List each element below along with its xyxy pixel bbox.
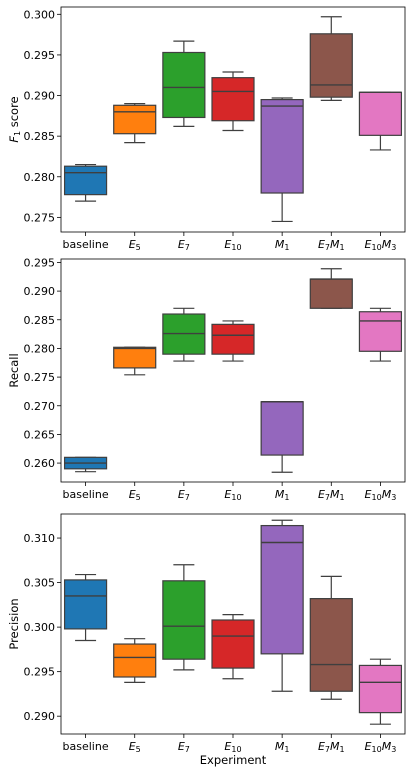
y-tick-label: 0.310 bbox=[24, 532, 56, 545]
x-tick-label-E10M3: E10M3 bbox=[365, 488, 397, 502]
y-tick-label: 0.275 bbox=[24, 211, 56, 224]
y-axis-label: Precision bbox=[7, 598, 21, 649]
box-E7M1 bbox=[309, 268, 353, 309]
panel-1: 0.275 0.280 0.285 0.290 0.295 0.300 baseline E5… bbox=[7, 6, 406, 252]
panel-2: 0.260 0.265 0.270 0.275 0.280 0.285 0.290 0.295… bbox=[7, 256, 406, 502]
y-tick-label: 0.280 bbox=[24, 342, 56, 355]
box-body bbox=[309, 598, 353, 692]
y-tick-label: 0.265 bbox=[24, 428, 56, 441]
y-tick-label: 0.295 bbox=[24, 666, 56, 679]
box-body bbox=[113, 104, 157, 135]
x-tick-label-E10: E10 bbox=[224, 488, 241, 502]
x-tick-label-baseline: baseline bbox=[63, 740, 109, 753]
box-body bbox=[211, 619, 255, 669]
box-body bbox=[113, 346, 157, 369]
x-tick-label-E10: E10 bbox=[224, 238, 241, 252]
box-body bbox=[63, 165, 108, 196]
x-tick-label-E5: E5 bbox=[129, 740, 141, 754]
y-tick-label: 0.300 bbox=[24, 8, 56, 21]
box-body bbox=[358, 91, 403, 136]
y-tick-label: 0.285 bbox=[24, 314, 56, 327]
y-tick-label: 0.300 bbox=[24, 621, 56, 634]
x-tick-label-E7: E7 bbox=[178, 238, 190, 252]
box-body bbox=[113, 643, 157, 678]
box-body bbox=[162, 580, 206, 660]
box-body bbox=[260, 401, 304, 456]
y-tick-label: 0.280 bbox=[24, 171, 56, 184]
box-E10 bbox=[211, 320, 255, 362]
x-tick-label-baseline: baseline bbox=[63, 238, 109, 251]
x-tick-label-E7: E7 bbox=[178, 740, 190, 754]
box-body bbox=[211, 77, 255, 122]
box-E10M3 bbox=[358, 658, 403, 725]
box-body bbox=[260, 98, 304, 194]
x-tick-label-E7M1: E7M1 bbox=[318, 488, 345, 502]
box-E10 bbox=[211, 71, 255, 132]
y-tick-label: 0.285 bbox=[24, 130, 56, 143]
box-E5 bbox=[113, 346, 157, 376]
box-body bbox=[309, 278, 353, 309]
box-E7 bbox=[162, 40, 206, 128]
y-tick-label: 0.260 bbox=[24, 457, 56, 470]
x-tick-label-M1: M1 bbox=[275, 488, 290, 502]
box-body bbox=[358, 664, 403, 714]
x-tick-label-E5: E5 bbox=[129, 238, 141, 252]
y-tick-label: 0.275 bbox=[24, 371, 56, 384]
y-tick-label: 0.290 bbox=[24, 710, 56, 723]
y-tick-label: 0.290 bbox=[24, 90, 56, 103]
y-tick-label: 0.295 bbox=[24, 256, 56, 269]
box-body bbox=[260, 524, 304, 655]
x-axis-label: Experiment bbox=[200, 753, 267, 767]
x-tick-label-E5: E5 bbox=[129, 488, 141, 502]
box-E10M3 bbox=[358, 307, 403, 362]
box-E7 bbox=[162, 564, 206, 671]
box-body bbox=[358, 311, 403, 352]
box-E10M3 bbox=[358, 91, 403, 151]
box-E7M1 bbox=[309, 575, 353, 700]
y-tick-label: 0.295 bbox=[24, 49, 56, 62]
box-body bbox=[309, 33, 353, 98]
box-E5 bbox=[113, 638, 157, 683]
box-baseline bbox=[63, 163, 108, 202]
x-tick-label-E10M3: E10M3 bbox=[365, 740, 397, 754]
x-tick-label-baseline: baseline bbox=[63, 488, 109, 501]
y-tick-label: 0.305 bbox=[24, 577, 56, 590]
box-baseline bbox=[63, 456, 108, 473]
x-tick-label-M1: M1 bbox=[275, 238, 290, 252]
y-axis-label: F1 score bbox=[7, 96, 22, 142]
box-body bbox=[162, 51, 206, 119]
box-E5 bbox=[113, 103, 157, 144]
box-body bbox=[63, 579, 108, 630]
panel-3: 0.290 0.295 0.300 0.305 0.310 baseline E5 E7 E10… bbox=[7, 513, 406, 767]
box-E10 bbox=[211, 614, 255, 680]
axes-frame bbox=[60, 258, 406, 483]
x-tick-label-M1: M1 bbox=[275, 740, 290, 754]
box-E7 bbox=[162, 307, 206, 362]
x-tick-label-E7: E7 bbox=[178, 488, 190, 502]
x-tick-label-E10M3: E10M3 bbox=[365, 238, 397, 252]
x-tick-label-E7M1: E7M1 bbox=[318, 238, 345, 252]
box-M1 bbox=[260, 401, 304, 473]
y-tick-label: 0.290 bbox=[24, 285, 56, 298]
box-M1 bbox=[260, 97, 304, 223]
y-axis-label: Recall bbox=[7, 353, 21, 387]
box-M1 bbox=[260, 519, 304, 692]
box-E7M1 bbox=[309, 16, 353, 102]
y-tick-label: 0.270 bbox=[24, 400, 56, 413]
box-body bbox=[211, 323, 255, 355]
box-baseline bbox=[63, 573, 108, 642]
x-tick-label-E7M1: E7M1 bbox=[318, 740, 345, 754]
x-tick-label-E10: E10 bbox=[224, 740, 241, 754]
